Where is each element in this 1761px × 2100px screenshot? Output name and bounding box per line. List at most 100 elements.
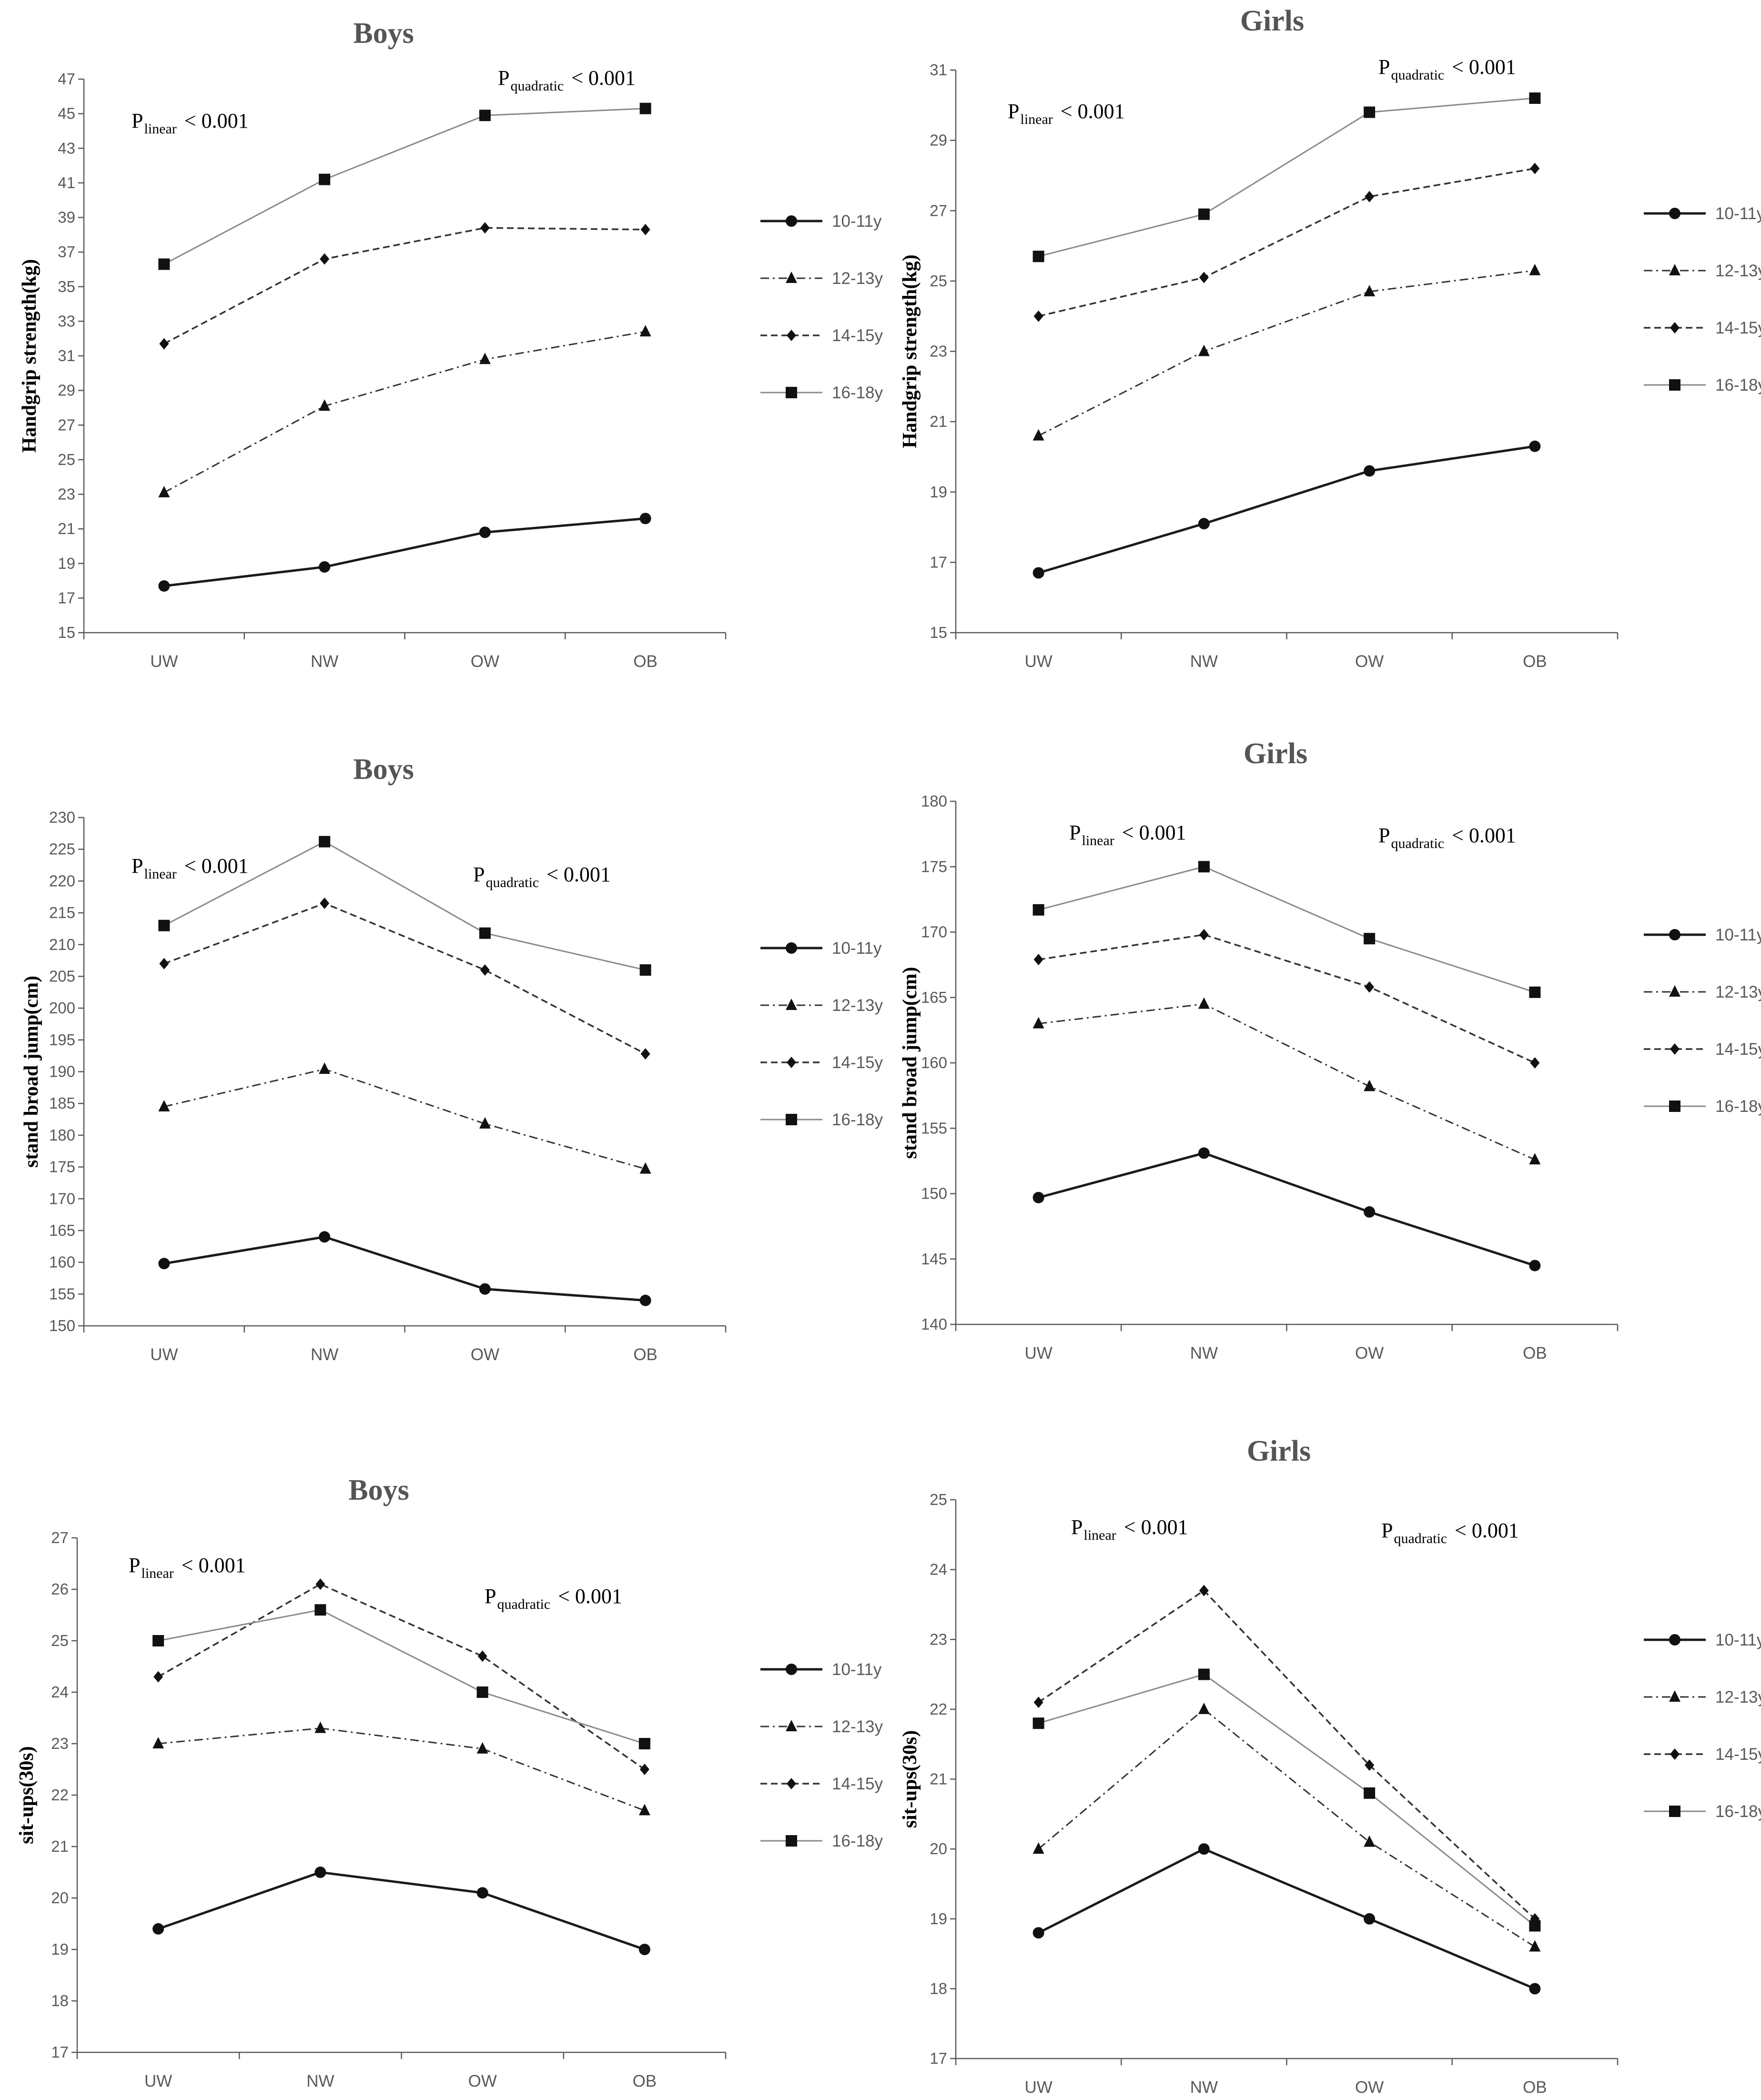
legend-label: 14-15y bbox=[832, 1053, 883, 1072]
data-point-10-11y bbox=[476, 1887, 488, 1899]
annotation-p: P bbox=[498, 66, 509, 90]
legend-marker-12-13y bbox=[786, 1720, 797, 1731]
annotation-sub: linear bbox=[141, 1565, 173, 1581]
x-tick-label: OW bbox=[1355, 652, 1384, 671]
y-tick-label: 29 bbox=[58, 382, 75, 399]
data-point-12-13y bbox=[639, 325, 651, 337]
y-tick-label: 19 bbox=[930, 1910, 947, 1928]
y-tick-label: 17 bbox=[51, 2043, 69, 2061]
y-tick-label: 15 bbox=[58, 624, 75, 641]
annotation-value: < 0.001 bbox=[1455, 1519, 1519, 1542]
legend-marker-14-15y bbox=[1670, 1043, 1680, 1055]
annotation-p-linear: Plinear < 0.001 bbox=[1008, 100, 1125, 127]
y-tick-label: 24 bbox=[930, 1561, 947, 1578]
annotation-value: < 0.001 bbox=[558, 1585, 622, 1608]
annotation-p: P bbox=[1008, 100, 1019, 123]
data-point-14-15y bbox=[1033, 954, 1043, 966]
series-line-12-13y bbox=[163, 331, 646, 494]
data-point-16-18y bbox=[152, 1635, 164, 1646]
annotation-p-linear: Plinear < 0.001 bbox=[1071, 1515, 1188, 1543]
y-axis-label: sit-ups(30s) bbox=[16, 1746, 38, 1844]
y-tick-label: 21 bbox=[58, 520, 75, 537]
y-tick-label: 215 bbox=[49, 904, 75, 921]
y-tick-label: 175 bbox=[921, 858, 947, 875]
annotation-p: P bbox=[132, 854, 143, 878]
annotation-p-quadratic: Pquadratic < 0.001 bbox=[473, 863, 611, 890]
x-tick-label: UW bbox=[1024, 2078, 1052, 2097]
data-point-12-13y bbox=[1198, 997, 1210, 1009]
y-tick-label: 47 bbox=[58, 70, 75, 88]
y-tick-label: 25 bbox=[51, 1632, 69, 1649]
chart-title: Boys bbox=[348, 1474, 409, 1506]
data-point-14-15y bbox=[1199, 1585, 1209, 1596]
chart-panel-4: Girls stand broad jump(cm) 140 145 150 155 160… bbox=[899, 737, 1761, 1363]
x-tick-label: OB bbox=[633, 652, 658, 671]
y-axis-label: stand broad jump(cm) bbox=[899, 967, 921, 1159]
y-tick-label: 33 bbox=[58, 312, 75, 330]
y-tick-label: 18 bbox=[51, 1992, 69, 2009]
data-point-16-18y bbox=[1364, 1787, 1376, 1799]
data-point-12-13y bbox=[1529, 263, 1541, 275]
legend-label: 12-13y bbox=[832, 269, 883, 288]
series-line-16-18y bbox=[1038, 97, 1535, 257]
data-point-16-18y bbox=[319, 836, 331, 848]
data-point-10-11y bbox=[1364, 1913, 1376, 1925]
chart-panel-6: Girls sit-ups(30s) 17 18 19 20 21 22 23 24 25 UW NW O… bbox=[899, 1435, 1761, 2097]
series-line-14-15y bbox=[163, 227, 646, 345]
data-point-16-18y bbox=[1364, 933, 1376, 945]
annotation-p-linear: Plinear < 0.001 bbox=[132, 854, 249, 882]
legend-label: 16-18y bbox=[832, 1832, 883, 1850]
series-line-14-15y bbox=[1038, 1589, 1536, 1920]
x-tick-label: UW bbox=[150, 652, 178, 671]
data-point-12-13y bbox=[319, 1062, 331, 1074]
data-point-12-13y bbox=[1032, 1017, 1044, 1029]
data-point-12-13y bbox=[158, 1100, 170, 1111]
x-tick-label: NW bbox=[1190, 1344, 1218, 1363]
data-point-12-13y bbox=[479, 353, 491, 364]
annotation-p-quadratic: Pquadratic < 0.001 bbox=[1378, 824, 1516, 851]
y-tick-label: 22 bbox=[51, 1786, 69, 1804]
x-tick-label: OB bbox=[1523, 652, 1547, 671]
data-point-16-18y bbox=[1198, 208, 1210, 220]
series-line-12-13y bbox=[164, 1068, 646, 1170]
annotation-value: < 0.001 bbox=[184, 109, 249, 132]
data-point-10-11y bbox=[1032, 567, 1044, 579]
legend-label: 10-11y bbox=[1715, 1631, 1761, 1649]
y-tick-label: 41 bbox=[58, 174, 75, 192]
annotation-p: P bbox=[485, 1585, 496, 1608]
y-tick-label: 165 bbox=[921, 989, 947, 1006]
annotation-p-linear: Plinear < 0.001 bbox=[1069, 821, 1186, 848]
series-line-10-11y bbox=[1038, 1848, 1536, 1990]
annotation-sub: linear bbox=[1020, 111, 1053, 127]
data-point-14-15y bbox=[640, 1048, 650, 1060]
annotation-sub: quadratic bbox=[1394, 1531, 1447, 1546]
annotation-sub: quadratic bbox=[1391, 836, 1444, 851]
legend-label: 16-18y bbox=[1715, 1097, 1761, 1116]
y-tick-label: 25 bbox=[930, 1491, 947, 1508]
x-tick-label: OW bbox=[468, 2072, 496, 2090]
y-axis-label: Handgrip strength(kg) bbox=[899, 254, 921, 448]
y-tick-label: 175 bbox=[49, 1158, 75, 1176]
data-point-16-18y bbox=[1529, 1920, 1541, 1932]
data-point-16-18y bbox=[1032, 251, 1044, 262]
series-line-10-11y bbox=[158, 1871, 645, 1951]
legend-label: 14-15y bbox=[1715, 319, 1761, 337]
series-line-16-18y bbox=[1038, 1673, 1536, 1927]
x-tick-label: NW bbox=[1190, 652, 1218, 671]
y-tick-label: 165 bbox=[49, 1222, 75, 1239]
legend-marker-10-11y bbox=[1669, 208, 1680, 219]
annotation-value: < 0.001 bbox=[547, 863, 611, 886]
legend-marker-12-13y bbox=[786, 272, 797, 283]
chart-panel-2: Girls Handgrip strength(kg) 15 17 19 21 23 25 27… bbox=[899, 5, 1761, 671]
y-tick-label: 27 bbox=[930, 202, 947, 219]
data-point-16-18y bbox=[1032, 1717, 1044, 1729]
legend-label: 14-15y bbox=[1715, 1745, 1761, 1764]
data-point-12-13y bbox=[476, 1742, 488, 1754]
data-point-12-13y bbox=[152, 1737, 164, 1748]
data-point-16-18y bbox=[314, 1604, 326, 1616]
data-point-14-15y bbox=[639, 1764, 649, 1775]
legend-marker-16-18y bbox=[1669, 1100, 1680, 1112]
data-point-16-18y bbox=[476, 1686, 488, 1698]
y-tick-label: 17 bbox=[930, 2050, 947, 2067]
data-point-12-13y bbox=[314, 1721, 326, 1733]
